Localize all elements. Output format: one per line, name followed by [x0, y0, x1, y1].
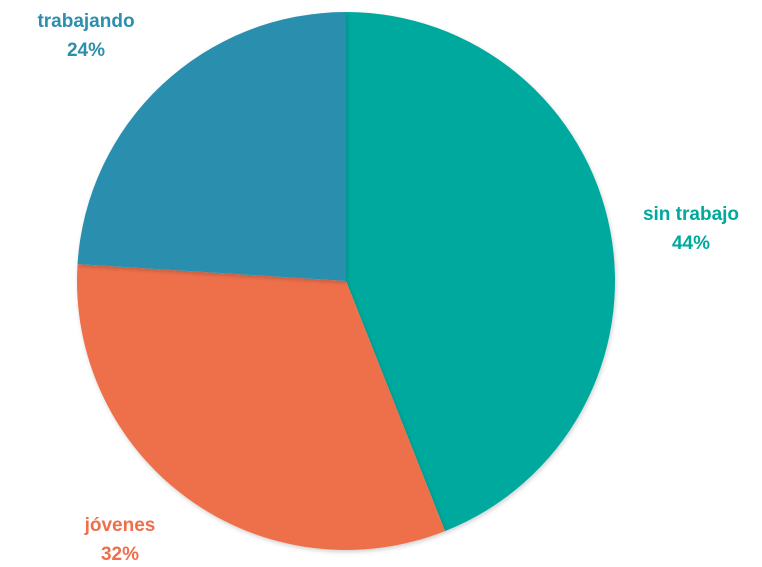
slice-percent-label: 44%: [672, 233, 710, 254]
pie-labels: sin trabajo 44% jóvenes 32% trabajando 24%: [37, 11, 739, 565]
slice-category-label: jóvenes: [84, 515, 156, 536]
pie-slice-jovenes: [76, 264, 446, 551]
slice-category-label: sin trabajo: [643, 204, 739, 225]
pie-slice-sin-trabajo: [346, 11, 616, 532]
slice-label-jovenes: jóvenes 32%: [84, 515, 156, 565]
slice-percent-label: 32%: [101, 544, 139, 565]
pie-slice-trabajando: [77, 12, 346, 281]
slice-label-trabajando: trabajando 24%: [37, 11, 134, 61]
slice-label-sin-trabajo: sin trabajo 44%: [643, 204, 739, 254]
slice-category-label: trabajando: [37, 11, 134, 32]
slice-percent-label: 24%: [67, 40, 105, 61]
pie-slices: [76, 11, 616, 551]
